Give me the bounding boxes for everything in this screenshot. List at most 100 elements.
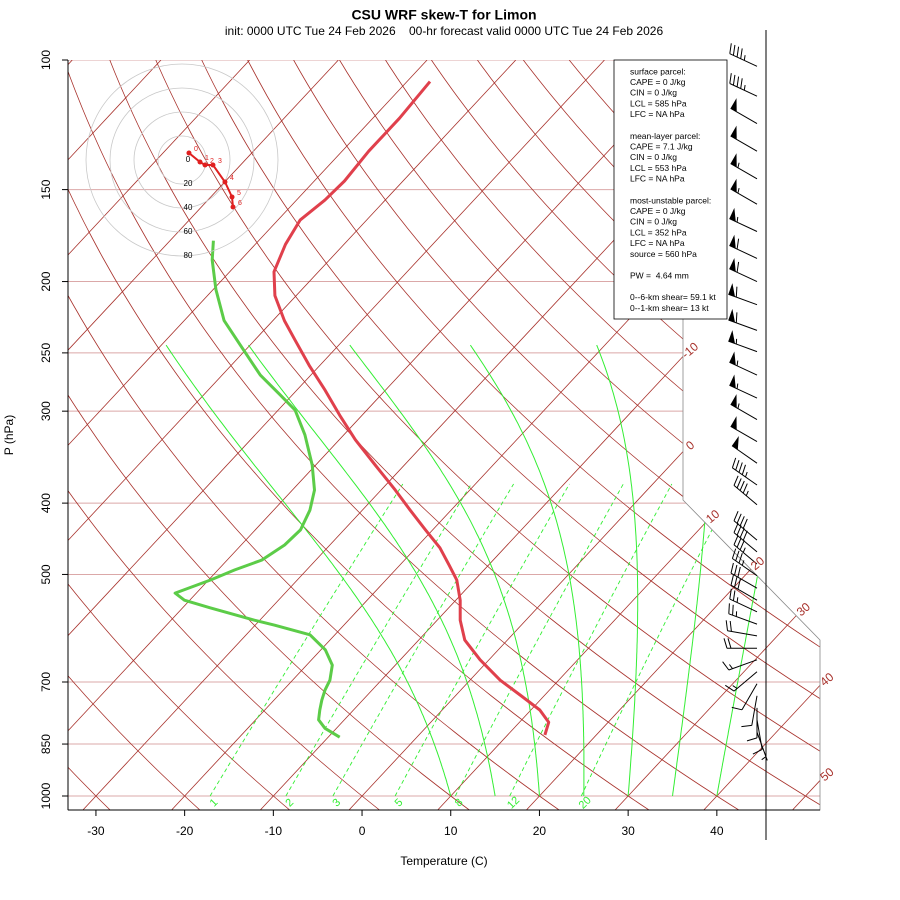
hodograph-height-label: 0 — [194, 146, 198, 153]
wind-barb — [733, 475, 758, 506]
x-tick-label: 20 — [533, 824, 547, 838]
wind-barb — [730, 125, 758, 152]
wind-barb — [729, 207, 758, 232]
x-tick-label: 0 — [359, 824, 366, 838]
info-line: LFC = NA hPa — [630, 174, 685, 184]
mixing-ratio-line — [332, 483, 514, 797]
mixing-ratio-line — [285, 483, 472, 797]
wind-barbs — [722, 43, 768, 761]
y-tick-label: 200 — [39, 271, 53, 291]
hodograph-height-label: 6 — [238, 200, 242, 207]
dry-adiabat — [293, 60, 820, 810]
wind-barb — [730, 178, 758, 205]
x-tick-label: -10 — [265, 824, 283, 838]
info-line: CAPE = 7.1 J/kg — [630, 141, 693, 151]
hodograph-point — [229, 194, 235, 200]
wind-barb — [729, 588, 758, 613]
dry-adiabat — [201, 60, 820, 810]
dry-adiabat — [68, 60, 470, 810]
isotherm — [68, 60, 428, 810]
dry-adiabat — [68, 60, 740, 810]
wind-barb — [728, 308, 758, 331]
wind-barb — [729, 43, 758, 67]
wind-barb — [723, 638, 757, 649]
dry-adiabat — [155, 60, 820, 810]
isotherm — [68, 60, 517, 810]
info-line: PW = 4.64 mm — [630, 270, 689, 280]
dry-adiabat — [68, 60, 290, 810]
isotherm — [260, 60, 820, 810]
chart-subtitle: init: 0000 UTC Tue 24 Feb 2026 00-hr for… — [225, 24, 664, 38]
dry-adiabat — [68, 60, 650, 810]
hodograph-ring — [85, 63, 279, 257]
info-line: LFC = NA hPa — [630, 238, 685, 248]
hodograph-point — [210, 162, 216, 168]
y-tick-label: 250 — [39, 343, 53, 363]
info-box — [613, 59, 728, 320]
y-tick-label: 850 — [39, 734, 53, 754]
wind-barb — [756, 732, 768, 761]
info-text: surface parcel:CAPE = 0 J/kg CIN = 0 J/kg… — [630, 66, 716, 313]
wind-barb — [733, 511, 758, 541]
y-tick-label: 500 — [39, 564, 53, 584]
mixing-ratio-line — [509, 483, 673, 797]
wind-barb — [729, 73, 758, 97]
y-axis-label: P (hPa) — [2, 415, 16, 455]
wind-barb — [730, 562, 758, 589]
wind-barb — [731, 435, 758, 464]
y-tick-label: 100 — [39, 50, 53, 70]
profile-line — [173, 240, 341, 739]
x-tick-label: -20 — [176, 824, 194, 838]
info-line: LCL = 553 hPa — [630, 163, 687, 173]
hodograph-height-label: 2 — [210, 158, 214, 165]
wind-barb — [733, 535, 758, 565]
moist-adiabat — [248, 344, 496, 797]
info-line: surface parcel: — [630, 66, 686, 76]
wind-barb — [725, 620, 758, 637]
hodograph-ring-label: 40 — [184, 203, 193, 212]
hodograph-ring-label: 80 — [184, 251, 193, 260]
y-tick-label: 1000 — [39, 782, 53, 809]
mixing-ratio-line — [209, 483, 404, 797]
hodograph-height-label: 5 — [237, 190, 241, 197]
mixing-ratio-line — [580, 483, 737, 797]
info-line: LCL = 352 hPa — [630, 227, 687, 237]
y-tick-label: 150 — [39, 179, 53, 199]
moist-adiabat — [349, 344, 540, 796]
x-tick-label: -30 — [87, 824, 105, 838]
isotherm — [526, 60, 820, 810]
info-line: CIN = 0 J/kg — [630, 152, 677, 162]
wind-barb — [725, 671, 758, 692]
info-line: LCL = 585 hPa — [630, 98, 687, 108]
wind-barb — [729, 351, 758, 376]
moist-adiabat — [596, 344, 639, 797]
isotherm — [68, 60, 605, 810]
isotherm — [68, 60, 339, 810]
y-tick-label: 700 — [39, 672, 53, 692]
wind-barb — [730, 394, 758, 421]
chart-title: CSU WRF skew-T for Limon — [351, 7, 536, 23]
isotherm — [68, 60, 250, 810]
hodograph-point — [202, 162, 208, 168]
info-line: CAPE = 0 J/kg — [630, 77, 686, 87]
wind-barb — [728, 603, 758, 625]
wind-barb — [728, 330, 758, 353]
hodograph-ring — [133, 111, 231, 209]
y-tick-label: 400 — [39, 493, 53, 513]
dry-adiabat — [339, 60, 820, 810]
info-line: CIN = 0 J/kg — [630, 217, 677, 227]
x-axis-label: Temperature (C) — [400, 854, 487, 868]
wind-barb — [730, 574, 758, 601]
x-tick-label: 10 — [444, 824, 458, 838]
wind-barb — [730, 153, 758, 180]
hodograph-ring-label: 60 — [184, 227, 193, 236]
x-tick-label: 40 — [710, 824, 724, 838]
x-tick-label: 30 — [621, 824, 635, 838]
wind-barb — [730, 416, 758, 443]
info-line: source = 560 hPa — [630, 249, 697, 259]
hodograph-ring — [157, 135, 207, 185]
isotherm — [68, 60, 694, 810]
